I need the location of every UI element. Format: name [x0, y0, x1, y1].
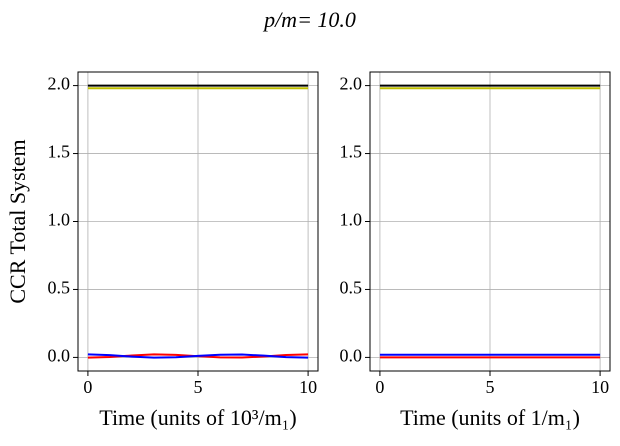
x-tick-label: 5 — [194, 377, 203, 397]
axes-frame — [77, 71, 319, 372]
y-tick-label: 0.0 — [340, 346, 363, 366]
y-tick-label: 1.0 — [48, 210, 71, 230]
x-axis-label: Time (units of 1/m₁) — [400, 405, 580, 430]
axes-frame — [369, 71, 611, 372]
y-tick-label: 0.5 — [340, 278, 363, 298]
y-tick-label: 0.0 — [48, 346, 71, 366]
suptitle: p/m= 10.0 — [262, 7, 356, 32]
y-tick-label: 1.0 — [340, 210, 363, 230]
y-tick-label: 2.0 — [340, 74, 363, 94]
x-tick-label: 0 — [83, 377, 92, 397]
y-tick-label: 2.0 — [48, 74, 71, 94]
y-axis-label: CCR Total System — [5, 139, 30, 303]
x-tick-label: 0 — [375, 377, 384, 397]
x-tick-label: 10 — [299, 377, 317, 397]
x-tick-label: 5 — [486, 377, 495, 397]
x-tick-label: 10 — [591, 377, 609, 397]
y-tick-label: 1.5 — [340, 142, 363, 162]
y-tick-label: 1.5 — [48, 142, 71, 162]
x-axis-label: Time (units of 10³/m₁) — [99, 405, 296, 430]
series-line — [87, 353, 309, 359]
y-tick-label: 0.5 — [48, 278, 71, 298]
